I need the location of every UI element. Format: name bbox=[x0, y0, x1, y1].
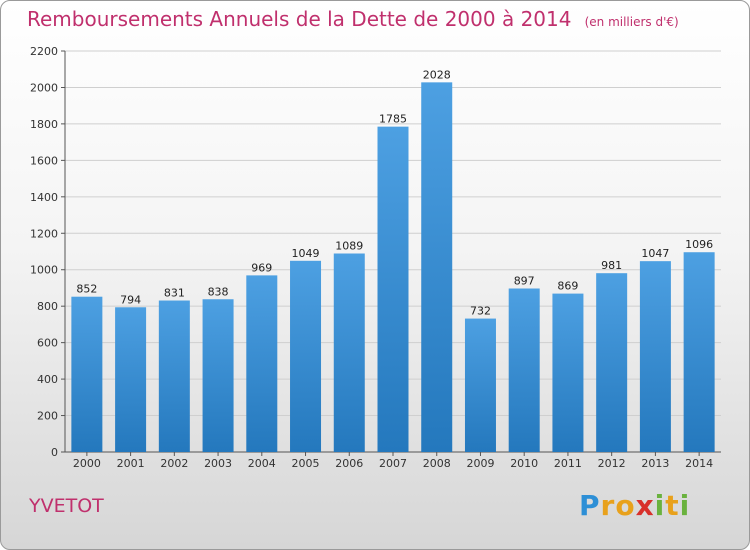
labels: 852 2000 794 2001 831 2002 838 2003 969 2004 1049 2… bbox=[73, 68, 713, 470]
x-tick-label: 2005 bbox=[292, 457, 320, 470]
bar bbox=[639, 261, 671, 452]
x-tick-label: 2012 bbox=[598, 457, 626, 470]
y-tick-label: 600 bbox=[37, 337, 58, 350]
bar bbox=[552, 293, 584, 452]
bar-value-label: 897 bbox=[514, 275, 535, 288]
x-tick-label: 2009 bbox=[466, 457, 494, 470]
x-tick-label: 2014 bbox=[685, 457, 713, 470]
proxiti-logo: Proxiti bbox=[579, 489, 690, 522]
bar bbox=[290, 260, 322, 452]
bar bbox=[158, 300, 190, 452]
bar bbox=[508, 288, 540, 452]
y-tick-label: 1800 bbox=[30, 118, 58, 131]
x-tick-label: 2006 bbox=[335, 457, 363, 470]
chart-title: Remboursements Annuels de la Dette de 20… bbox=[27, 7, 572, 31]
x-tick-label: 2003 bbox=[204, 457, 232, 470]
logo-letter: x bbox=[635, 489, 655, 522]
bar bbox=[596, 273, 628, 452]
bar bbox=[333, 253, 365, 452]
bar-value-label: 1049 bbox=[292, 247, 320, 260]
bar-value-label: 1089 bbox=[335, 240, 363, 253]
y-tick-label: 2200 bbox=[30, 45, 58, 58]
bar-value-label: 794 bbox=[120, 293, 141, 306]
chart-subtitle: (en milliers d'€) bbox=[584, 15, 679, 29]
y-tick-label: 0 bbox=[51, 446, 58, 459]
y-tick-label: 1000 bbox=[30, 264, 58, 277]
bar-value-label: 869 bbox=[557, 280, 578, 293]
x-tick-label: 2001 bbox=[117, 457, 145, 470]
commune-name: YVETOT bbox=[29, 495, 104, 517]
x-tick-label: 2008 bbox=[423, 457, 451, 470]
x-tick-label: 2000 bbox=[73, 457, 101, 470]
bar bbox=[421, 82, 453, 453]
x-tick-label: 2002 bbox=[160, 457, 188, 470]
y-tick-label: 800 bbox=[37, 300, 58, 313]
x-tick-label: 2013 bbox=[641, 457, 669, 470]
bar-value-label: 981 bbox=[601, 259, 622, 272]
y-tick-label: 1200 bbox=[30, 227, 58, 240]
y-tick-label: 1600 bbox=[30, 154, 58, 167]
bar-value-label: 969 bbox=[251, 261, 272, 274]
bar bbox=[202, 299, 234, 452]
y-tick-label: 1400 bbox=[30, 191, 58, 204]
x-tick-label: 2011 bbox=[554, 457, 582, 470]
x-tick-label: 2010 bbox=[510, 457, 538, 470]
bars bbox=[71, 82, 715, 453]
axes: 0 200 400 600 800 1000 1200 1400 1600 1800 2000 220… bbox=[30, 45, 721, 459]
bar-value-label: 1785 bbox=[379, 113, 407, 126]
y-tick-label: 200 bbox=[37, 410, 58, 423]
bar bbox=[377, 126, 409, 452]
bar bbox=[683, 252, 715, 452]
bar bbox=[115, 307, 147, 452]
bar-value-label: 1047 bbox=[641, 247, 669, 260]
y-tick-label: 400 bbox=[37, 373, 58, 386]
logo-letter: P bbox=[579, 489, 601, 522]
bar-value-label: 2028 bbox=[423, 68, 451, 81]
title-row: Remboursements Annuels de la Dette de 20… bbox=[27, 7, 679, 31]
bar-value-label: 732 bbox=[470, 305, 491, 318]
bar bbox=[71, 296, 103, 452]
logo-letter: i bbox=[679, 489, 691, 522]
x-tick-label: 2004 bbox=[248, 457, 276, 470]
y-tick-label: 2000 bbox=[30, 81, 58, 94]
x-tick-label: 2007 bbox=[379, 457, 407, 470]
bar-value-label: 852 bbox=[76, 283, 97, 296]
logo-letter: o bbox=[615, 489, 636, 522]
bar bbox=[464, 318, 496, 452]
bar-value-label: 1096 bbox=[685, 238, 713, 251]
logo-letter: t bbox=[665, 489, 680, 522]
bar-value-label: 831 bbox=[164, 287, 185, 300]
logo-letter: r bbox=[600, 489, 616, 522]
bar-value-label: 838 bbox=[208, 285, 229, 298]
logo-letter: i bbox=[654, 489, 666, 522]
bar bbox=[246, 275, 278, 452]
